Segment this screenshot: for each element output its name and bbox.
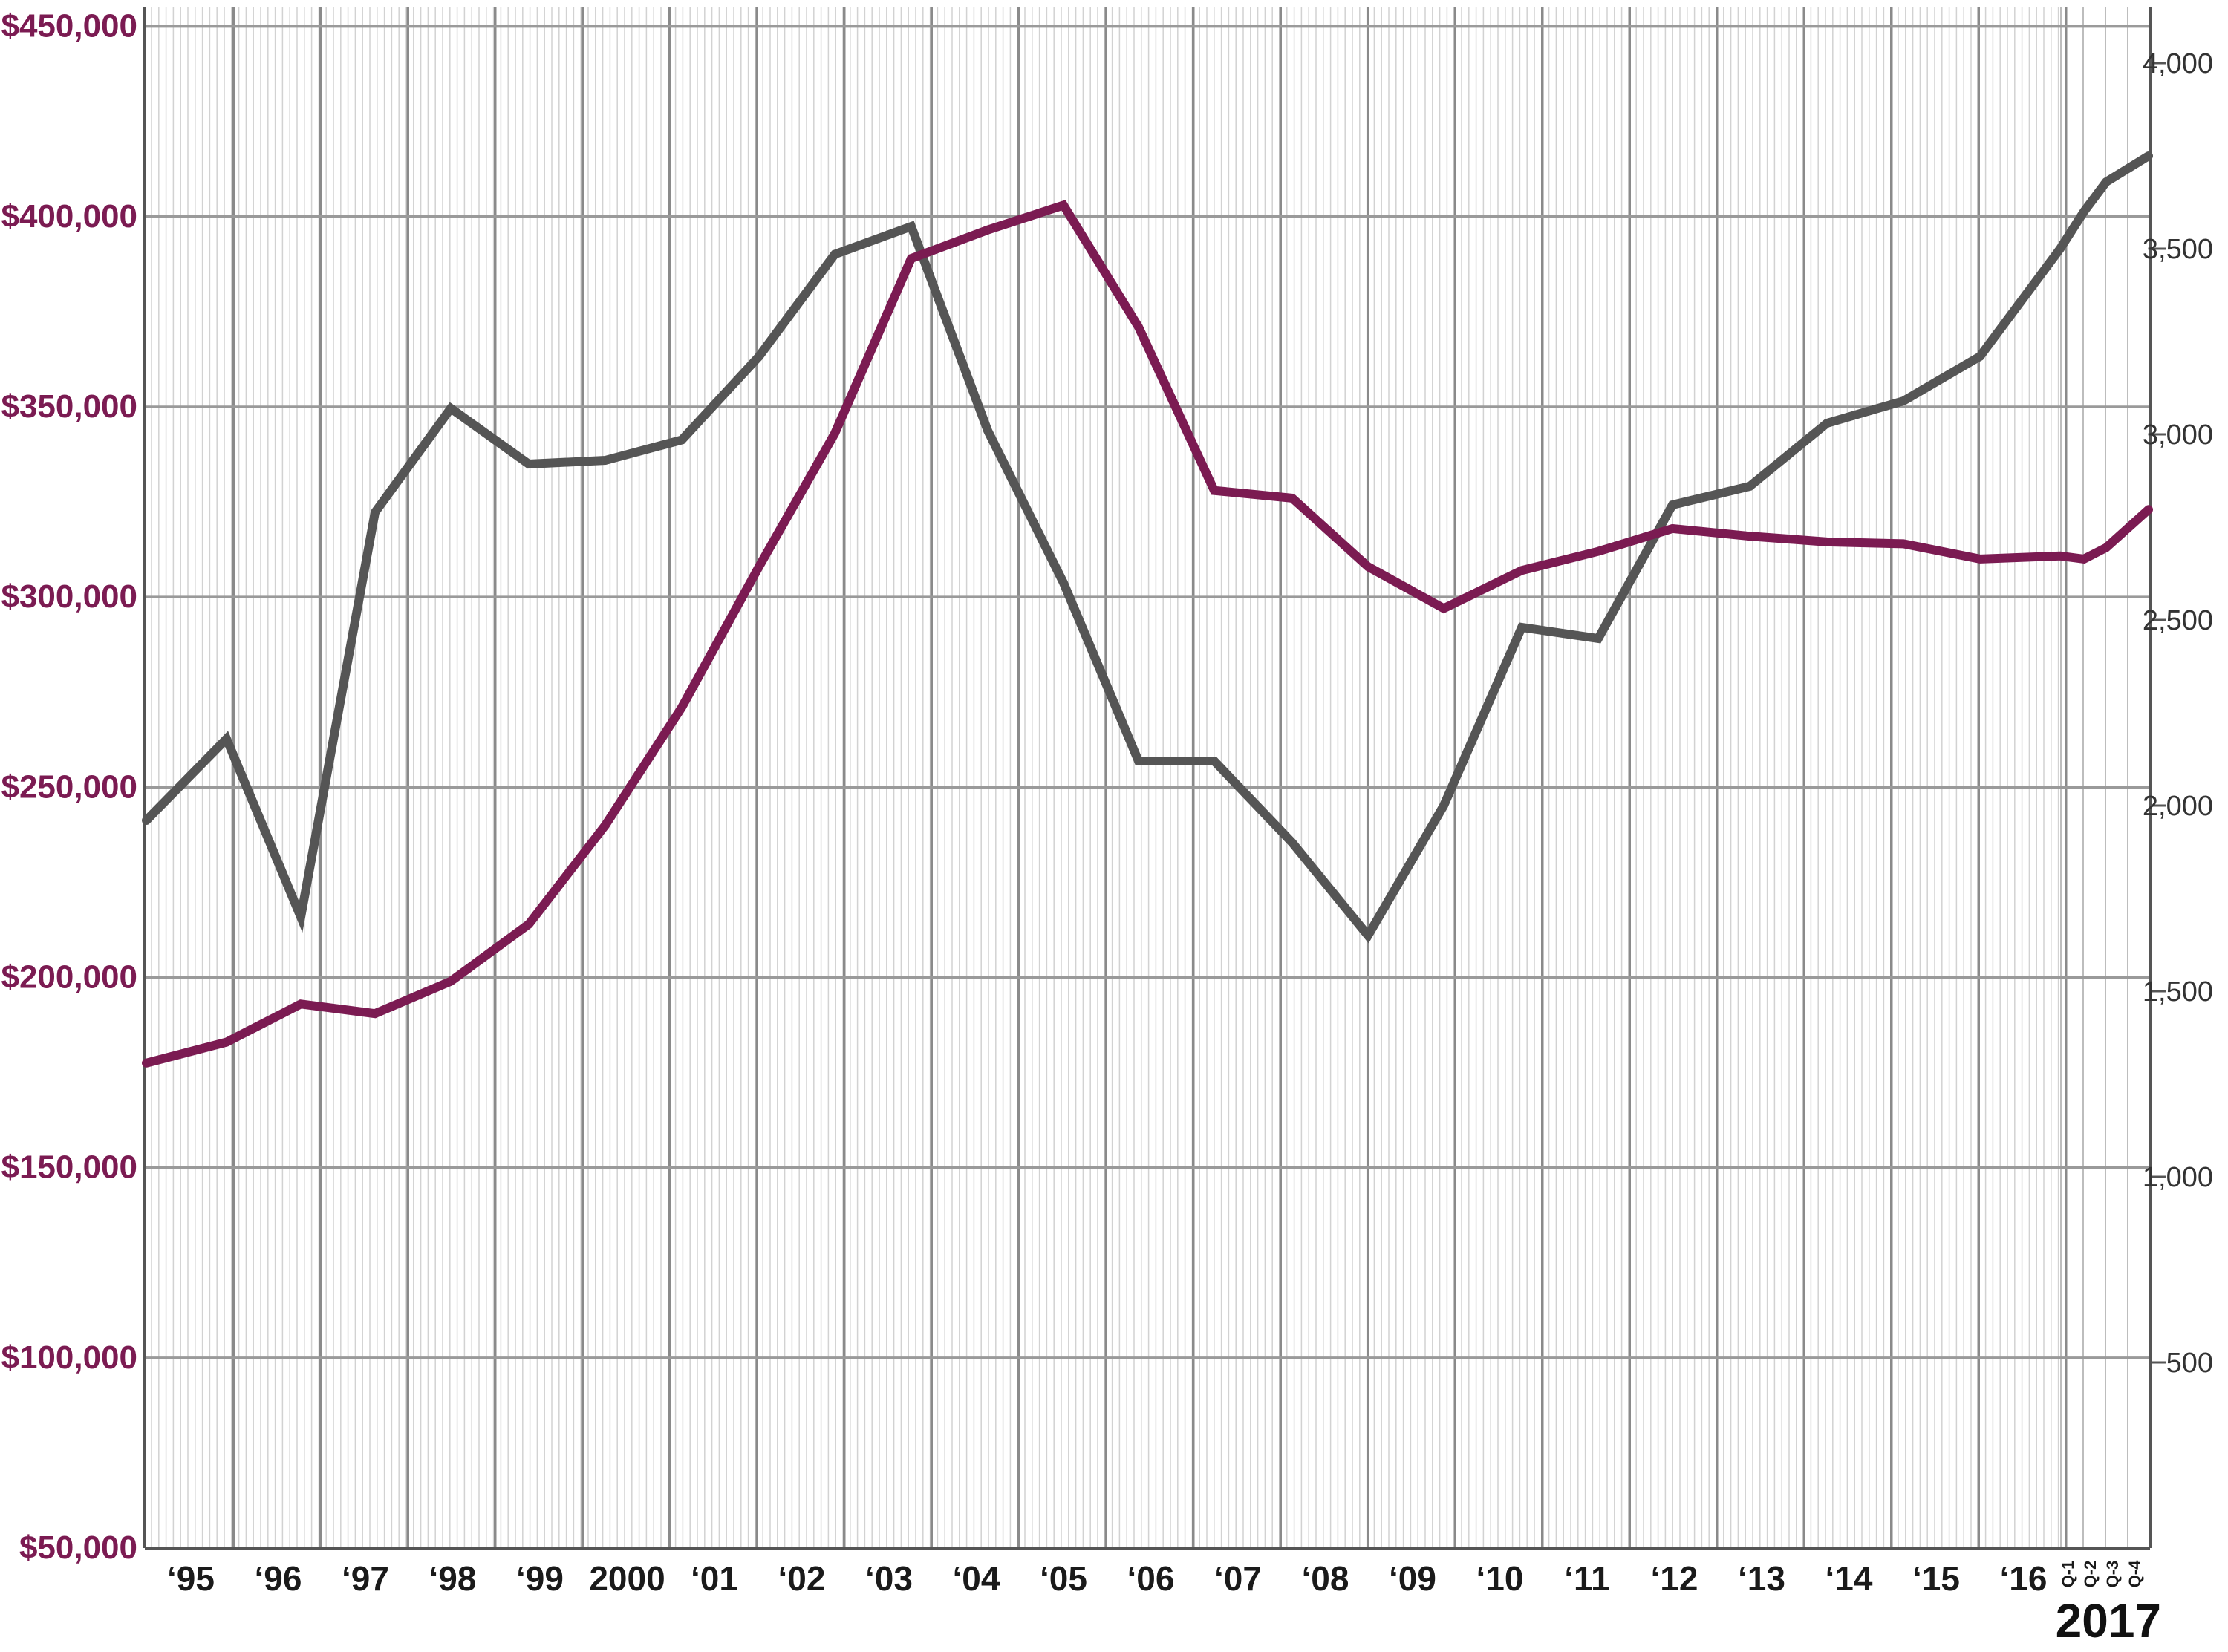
x-tick-label: ‘08 bbox=[1302, 1559, 1349, 1598]
series-line-price bbox=[142, 200, 2153, 1068]
right-tick-label: 3,500 bbox=[2143, 234, 2213, 265]
x-tick-label: ‘16 bbox=[2000, 1559, 2048, 1598]
quarter-label: Q-4 bbox=[2126, 1560, 2144, 1587]
horizontal-gridlines bbox=[145, 25, 2150, 1359]
left-tick-label: $300,000 bbox=[1, 578, 137, 615]
right-tick-label: 500 bbox=[2166, 1348, 2213, 1379]
x-tick-label: ‘07 bbox=[1214, 1559, 1262, 1598]
quarter-label: Q-1 bbox=[2059, 1561, 2077, 1588]
x-tick-label: ‘03 bbox=[865, 1559, 913, 1598]
quarter-label: Q-2 bbox=[2081, 1561, 2100, 1588]
left-tick-label: $150,000 bbox=[1, 1149, 137, 1186]
x-tick-label: ‘10 bbox=[1476, 1559, 1524, 1598]
x-tick-label: ‘99 bbox=[516, 1559, 564, 1598]
x-tick-label: ‘02 bbox=[778, 1559, 826, 1598]
axes bbox=[143, 7, 2152, 1550]
x-tick-label: ‘13 bbox=[1738, 1559, 1785, 1598]
left-tick-label: $50,000 bbox=[19, 1529, 137, 1566]
right-tick-label: 1,500 bbox=[2143, 976, 2213, 1008]
series-line-count bbox=[142, 151, 2153, 944]
left-axis-ticks: $50,000 $100,000 $150,000 $200,000 $250,000 $… bbox=[1, 8, 137, 1566]
x-tick-label: ‘06 bbox=[1127, 1559, 1175, 1598]
x-tick-label: ‘04 bbox=[953, 1559, 1000, 1598]
left-tick-label: $450,000 bbox=[1, 8, 137, 45]
x-tick-label: ‘14 bbox=[1825, 1559, 1873, 1598]
right-tick-label: 4,000 bbox=[2143, 48, 2213, 79]
x-tick-label: 2000 bbox=[589, 1559, 665, 1598]
x-tick-label: ‘97 bbox=[342, 1559, 389, 1598]
left-tick-label: $250,000 bbox=[1, 768, 137, 805]
right-axis-ticks: 500 1,000 1,500 2,000 2,500 3,000 3,500 4,000 bbox=[2143, 48, 2213, 1379]
right-tick-label: 2,000 bbox=[2143, 791, 2213, 822]
left-tick-label: $100,000 bbox=[1, 1339, 137, 1376]
x-axis-ticks: ‘95 ‘96 ‘97 ‘98 ‘99 2000 ‘01 ‘02 ‘03 ‘04 ‘05 ‘06 ‘07… bbox=[167, 1559, 2144, 1598]
left-tick-label: $400,000 bbox=[1, 198, 137, 235]
series-layer bbox=[142, 151, 2153, 1068]
quarter-label: Q-3 bbox=[2103, 1561, 2122, 1588]
x-tick-label: ‘05 bbox=[1040, 1559, 1087, 1598]
right-tick-label: 2,500 bbox=[2143, 605, 2213, 636]
right-tick-label: 3,000 bbox=[2143, 419, 2213, 451]
x-tick-label: ‘15 bbox=[1912, 1559, 1960, 1598]
x-tick-label: ‘96 bbox=[255, 1559, 302, 1598]
left-tick-label: $350,000 bbox=[1, 388, 137, 425]
x-tick-label: ‘09 bbox=[1389, 1559, 1436, 1598]
left-tick-label: $200,000 bbox=[1, 959, 137, 995]
x-tick-label: ‘98 bbox=[429, 1559, 477, 1598]
x-tick-label: ‘11 bbox=[1564, 1559, 1609, 1598]
year-label: 2017 bbox=[2056, 1594, 2161, 1648]
right-tick-label: 1,000 bbox=[2143, 1162, 2213, 1193]
x-tick-label: ‘12 bbox=[1651, 1559, 1698, 1598]
major-gridlines bbox=[232, 7, 2068, 1548]
x-tick-label: ‘95 bbox=[167, 1559, 215, 1598]
x-tick-label: ‘01 bbox=[691, 1559, 738, 1598]
